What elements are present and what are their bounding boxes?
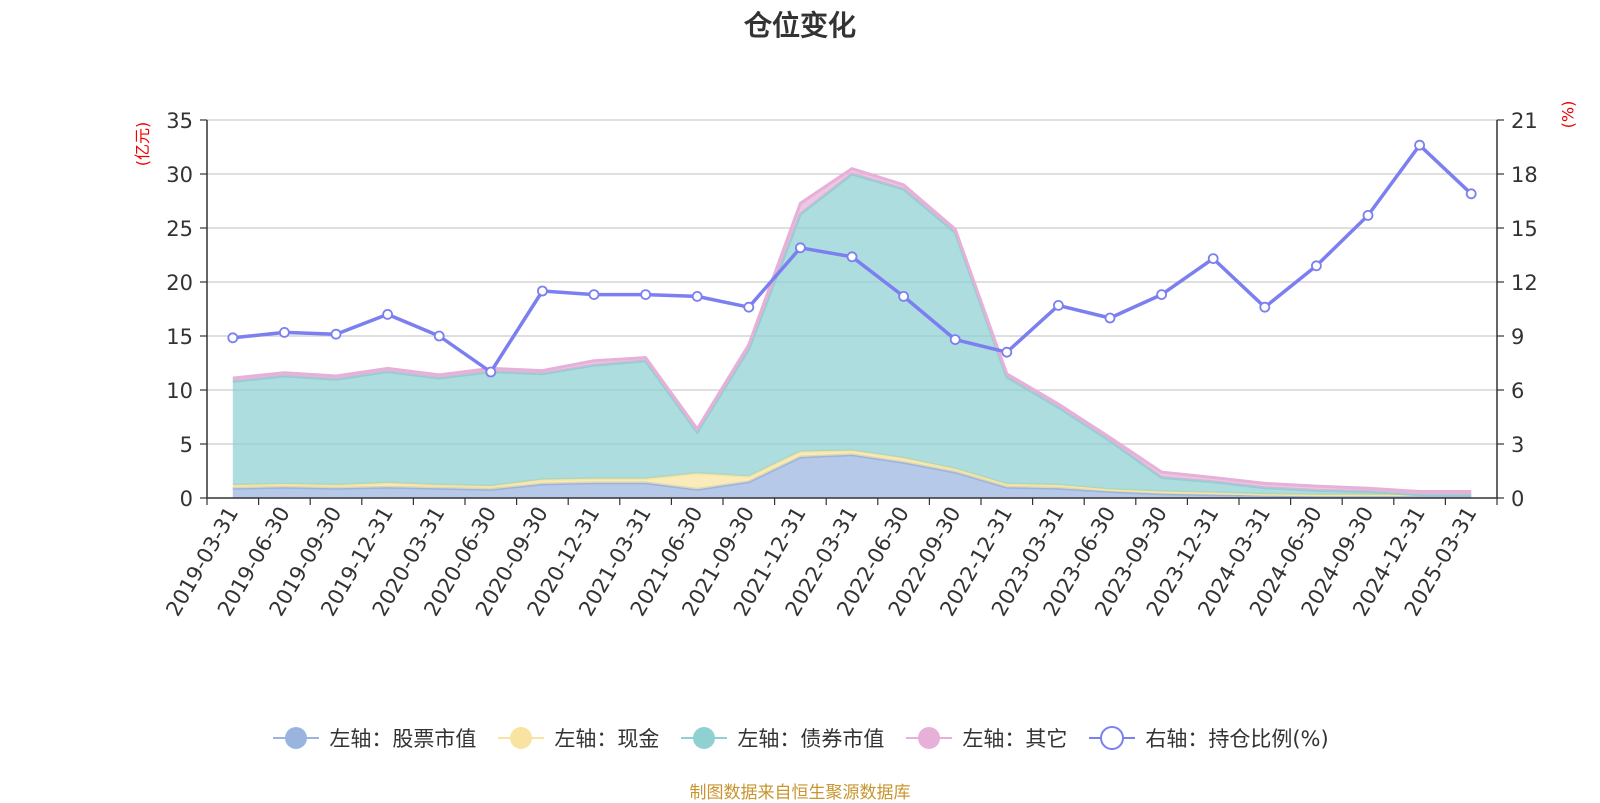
point-holding-ratio — [1053, 299, 1064, 311]
legend: 左轴：股票市值 左轴：现金 左轴：债券市值 左轴：其它 右轴：持仓比例(%) — [0, 720, 1600, 756]
point-holding-ratio — [433, 330, 445, 342]
legend-item[interactable]: 左轴：其它 — [904, 723, 1067, 753]
area-line-左轴：其它 — [232, 166, 1472, 493]
chart-title: 仓位变化 — [743, 9, 856, 42]
legend-label: 左轴：债券市值 — [737, 727, 885, 751]
point-holding-ratio — [278, 326, 290, 338]
legend-symbol-icon — [681, 727, 728, 749]
legend-item[interactable]: 右轴：持仓比例(%) — [1087, 723, 1329, 753]
left-tick-label: 30 — [166, 163, 193, 187]
right-tick-label: 9 — [1511, 325, 1524, 349]
point-holding-ratio — [846, 251, 858, 263]
left-tick-label: 35 — [166, 109, 193, 133]
point-holding-ratio — [1259, 301, 1271, 313]
right-tick-label: 3 — [1511, 433, 1524, 457]
legend-label: 左轴：现金 — [554, 727, 660, 751]
point-holding-ratio — [691, 290, 703, 302]
point-holding-ratio — [1311, 260, 1322, 272]
point-holding-ratio — [1465, 188, 1477, 200]
point-holding-ratio — [743, 301, 755, 313]
point-holding-ratio — [1001, 346, 1013, 358]
left-tick-label: 15 — [166, 325, 193, 349]
legend-label: 左轴：其它 — [962, 727, 1068, 751]
legend-label: 右轴：持仓比例(%) — [1145, 727, 1329, 751]
legend-symbol-icon — [273, 727, 320, 749]
right-tick-label: 0 — [1511, 487, 1524, 511]
right-tick-label: 15 — [1511, 217, 1538, 241]
point-holding-ratio — [795, 242, 806, 254]
point-holding-ratio — [588, 289, 600, 301]
left-tick-label: 25 — [166, 217, 193, 241]
legend-symbol-icon — [1089, 726, 1136, 750]
point-holding-ratio — [898, 290, 909, 302]
legend-item[interactable]: 左轴：股票市值 — [271, 723, 476, 753]
legend-symbol-icon — [498, 727, 545, 749]
right-tick-label: 21 — [1511, 109, 1538, 133]
legend-symbol-icon — [906, 727, 953, 749]
point-holding-ratio — [949, 334, 961, 346]
area-左轴：股票市值 — [232, 454, 1472, 498]
right-tick-label: 18 — [1511, 163, 1538, 187]
left-tick-label: 10 — [166, 379, 193, 403]
area-左轴：债券市值 — [232, 174, 1472, 495]
point-holding-ratio — [537, 285, 548, 297]
legend-label: 左轴：股票市值 — [329, 727, 477, 751]
point-holding-ratio — [1207, 253, 1219, 265]
point-holding-ratio — [330, 328, 342, 340]
point-holding-ratio — [485, 366, 497, 378]
right-tick-label: 6 — [1511, 379, 1524, 403]
chart-plot: 051015202530350369121518212019-03-312019… — [161, 109, 1538, 620]
point-holding-ratio — [640, 289, 651, 301]
point-holding-ratio — [382, 308, 394, 320]
legend-item[interactable]: 左轴：债券市值 — [679, 723, 884, 753]
left-tick-label: 20 — [166, 271, 193, 295]
left-tick-label: 5 — [180, 433, 193, 457]
left-tick-label: 0 — [180, 487, 193, 511]
point-holding-ratio — [1414, 139, 1425, 151]
point-holding-ratio — [1362, 209, 1374, 221]
point-holding-ratio — [227, 332, 239, 344]
legend-item[interactable]: 左轴：现金 — [496, 723, 659, 753]
point-holding-ratio — [1156, 289, 1167, 301]
right-tick-label: 12 — [1511, 271, 1538, 295]
data-source-note: 制图数据来自恒生聚源数据库 — [689, 783, 911, 803]
point-holding-ratio — [1104, 312, 1116, 324]
